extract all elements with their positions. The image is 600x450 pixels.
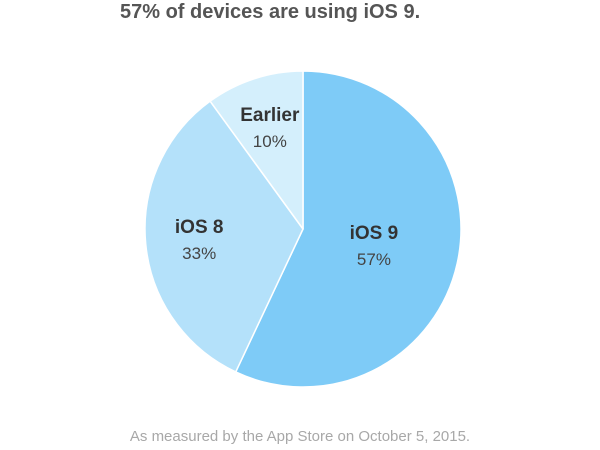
pie-slice-ios-9 [234,70,462,388]
pie-slices [144,70,462,388]
pie-label-ios-9: iOS 9 [350,223,399,244]
chart-footnote: As measured by the App Store on October … [129,428,471,445]
pie-value-ios-8: 33% [182,244,216,263]
pie-value-earlier: 10% [253,132,287,151]
pie-slice-ios-8 [144,100,304,373]
pie-label-earlier: Earlier [240,105,300,126]
pie-slice-earlier [209,70,304,230]
pie-labels: iOS 9 57% iOS 8 33% Earlier 10% [175,105,398,269]
chart-headline: 57% of devices are using iOS 9. [120,1,421,23]
pie-label-ios-8: iOS 8 [175,217,224,238]
pie-value-ios-9: 57% [357,250,391,269]
